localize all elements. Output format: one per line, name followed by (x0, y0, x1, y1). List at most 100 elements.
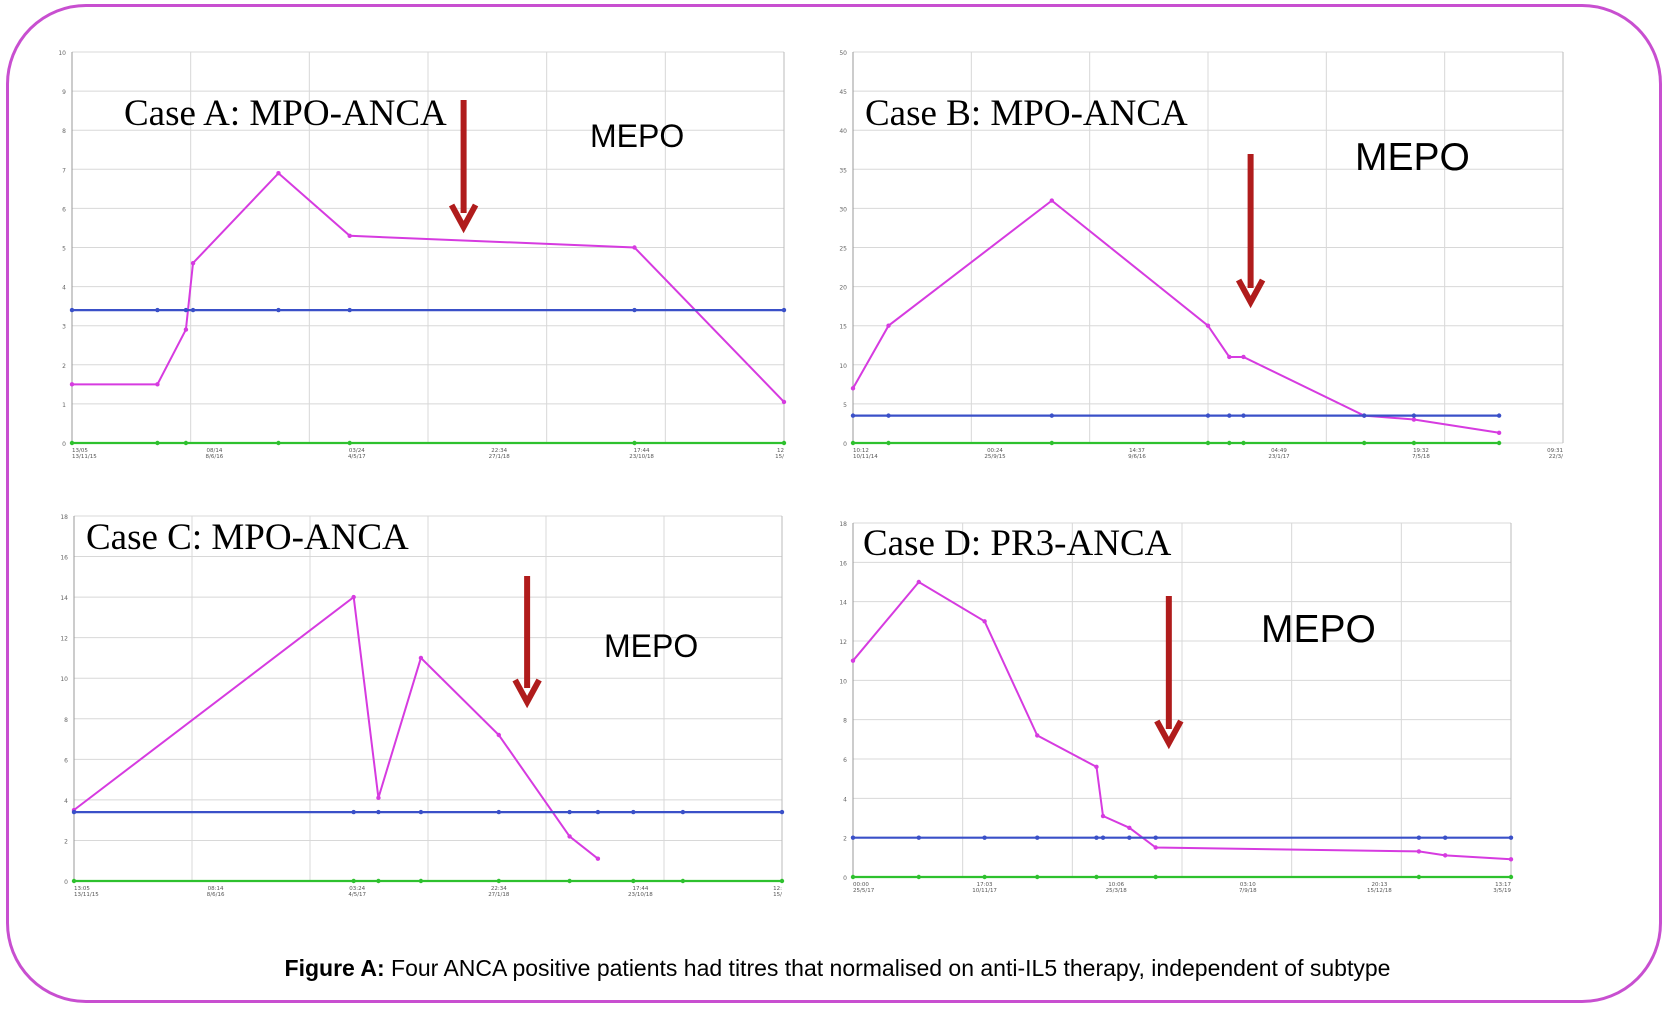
y-tick-label: 14 (839, 600, 847, 607)
series-line-titre (72, 171, 785, 403)
data-point-threshold (351, 809, 356, 815)
x-tick-label: 12: (773, 886, 782, 892)
data-point-baseline (276, 440, 281, 446)
x-tick-label: 03/24 (349, 448, 365, 454)
y-tick-label: 4 (64, 798, 68, 805)
data-point-threshold (631, 809, 636, 815)
mepo-label-case-b: MEPO (1355, 136, 1470, 179)
chart-panel-case-d: 0 2 4 6 8 10 12 14 16 18 00:00 25/5/17 17:03 10/11/17… (839, 518, 1615, 902)
y-tick-label: 45 (839, 89, 847, 96)
data-point-titre (850, 386, 856, 391)
data-point-titre (418, 655, 424, 661)
mepo-label-case-a: MEPO (590, 118, 685, 154)
data-point-threshold (850, 835, 856, 840)
data-point-baseline (781, 440, 787, 446)
y-tick-label: 0 (62, 441, 66, 448)
data-point-threshold (155, 307, 160, 313)
data-point-threshold (69, 307, 75, 313)
x-tick-label: 04:49 (1271, 448, 1287, 454)
data-point-baseline (1035, 874, 1040, 880)
x-tick-label: 10/11/17 (972, 888, 997, 894)
y-tick-label: 4 (62, 285, 66, 292)
y-tick-label: 40 (839, 128, 847, 135)
chart-panel-case-c: 0 2 4 6 8 10 12 14 16 18 13:05 13/11/15 08:14 8/6/16 0… (60, 512, 839, 902)
y-tick-label: 30 (839, 206, 847, 213)
data-point-threshold (496, 809, 501, 815)
data-point-baseline (982, 874, 987, 880)
x-tick-label: 17:44 (634, 448, 650, 454)
data-point-titre (1153, 845, 1158, 850)
data-point-titre (1035, 733, 1040, 738)
x-tick-label: 20:13 (1371, 882, 1387, 888)
y-tick-label: 9 (62, 89, 66, 96)
data-point-baseline (418, 878, 424, 884)
data-point-baseline (779, 878, 785, 884)
data-point-threshold (1443, 835, 1448, 840)
data-point-baseline (1227, 440, 1232, 446)
data-point-titre (155, 382, 160, 387)
chart-title-case-b: Case B: MPO-ANCA (865, 93, 1188, 134)
data-point-baseline (1094, 874, 1099, 880)
data-point-titre (1049, 198, 1054, 203)
y-tick-label: 16 (60, 555, 68, 562)
data-point-threshold (632, 307, 637, 313)
data-point-baseline (850, 874, 856, 880)
x-tick-label: 23/10/18 (629, 454, 654, 460)
data-point-threshold (71, 809, 77, 815)
y-tick-label: 2 (62, 363, 66, 370)
data-point-titre (850, 658, 856, 663)
y-tick-label: 2 (843, 836, 847, 843)
data-point-titre (1508, 857, 1514, 862)
y-tick-label: 12 (839, 639, 847, 646)
y-tick-label: 0 (843, 441, 847, 448)
x-tick-label: 17:44 (632, 886, 648, 892)
data-point-baseline (376, 878, 381, 884)
data-point-titre (595, 856, 601, 861)
data-point-baseline (680, 878, 686, 884)
data-point-threshold (1049, 413, 1054, 418)
y-tick-label: 7 (62, 167, 66, 174)
y-tick-label: 0 (64, 879, 68, 886)
data-point-titre (351, 594, 356, 600)
y-tick-label: 8 (64, 717, 68, 724)
x-tick-label: 09:31 (1547, 448, 1563, 454)
data-point-threshold (916, 835, 921, 840)
data-point-titre (347, 233, 352, 238)
x-tick-label: 7/5/18 (1412, 454, 1430, 460)
data-point-titre (567, 834, 572, 839)
x-tick-label: 7/9/18 (1239, 888, 1257, 894)
data-point-baseline (1416, 874, 1422, 880)
y-tick-label: 8 (62, 128, 66, 135)
data-point-baseline (69, 440, 75, 446)
data-point-titre (183, 327, 189, 332)
data-point-titre (376, 795, 381, 801)
x-tick-label: 19:32 (1413, 448, 1429, 454)
data-point-threshold (276, 307, 281, 313)
x-tick-label: 4/5/17 (348, 892, 366, 898)
x-tick-label: 9/6/16 (1128, 454, 1146, 460)
figure-frame (6, 4, 1662, 1003)
series-line-titre (852, 199, 1500, 434)
data-point-titre (69, 382, 75, 387)
data-point-titre (1094, 764, 1099, 770)
mepo-arrow-head (1154, 719, 1184, 750)
x-tick-label: 22/3/ (1549, 454, 1563, 460)
chart-panel-case-a: 0 1 2 3 4 5 6 7 8 9 10 13/05 13/11/15 08/14 8/6/16 03/2… (58, 50, 837, 464)
data-point-titre (190, 260, 196, 266)
x-tick-label: 23/1/17 (1268, 454, 1290, 460)
x-tick-label: 00:00 (853, 882, 869, 888)
data-point-titre (1416, 849, 1422, 854)
x-tick-label: 10/11/14 (853, 454, 878, 460)
chart-title-case-c: Case C: MPO-ANCA (86, 517, 409, 558)
y-tick-label: 35 (839, 167, 847, 174)
y-tick-label: 18 (60, 514, 68, 521)
data-point-threshold (347, 307, 352, 313)
x-tick-label: 8/6/16 (207, 892, 225, 898)
data-point-titre (496, 732, 501, 738)
data-point-threshold (595, 809, 601, 815)
data-point-baseline (496, 878, 501, 884)
y-tick-label: 10 (839, 678, 847, 685)
data-point-threshold (1416, 835, 1422, 840)
y-tick-label: 12 (60, 636, 68, 643)
